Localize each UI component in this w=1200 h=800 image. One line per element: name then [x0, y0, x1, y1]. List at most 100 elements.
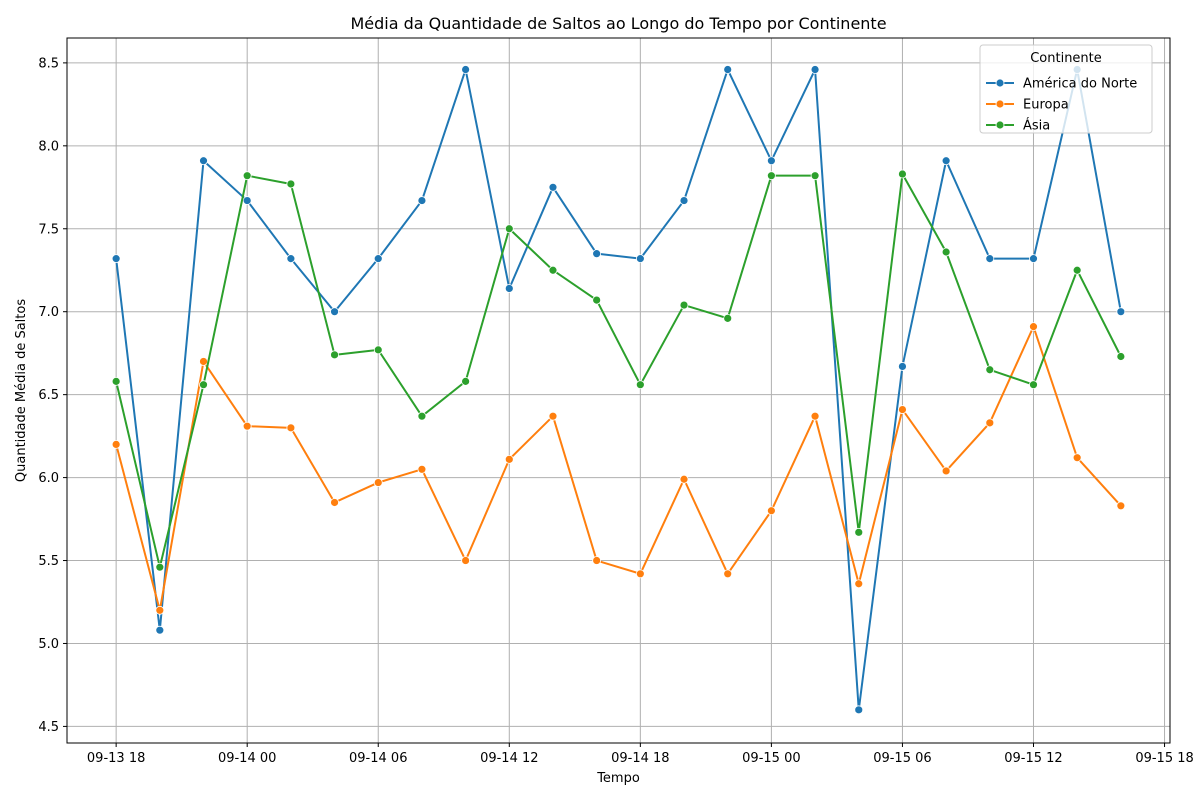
- y-axis-label: Quantidade Média de Saltos: [14, 299, 29, 482]
- data-point: [723, 313, 733, 323]
- data-point: [286, 423, 296, 433]
- data-point: [766, 171, 776, 181]
- data-point: [766, 506, 776, 516]
- x-tick-label: 09-14 12: [480, 751, 538, 766]
- y-tick-label: 5.0: [38, 637, 59, 652]
- x-tick-label: 09-13 18: [87, 751, 145, 766]
- y-tick-label: 7.0: [38, 305, 59, 320]
- legend-marker: [995, 99, 1005, 109]
- data-point: [766, 156, 776, 166]
- x-axis-label: Tempo: [596, 771, 640, 786]
- data-point: [679, 196, 689, 205]
- y-tick-label: 4.5: [38, 720, 59, 735]
- data-point: [810, 411, 820, 421]
- series-layer: [111, 65, 1126, 715]
- series: [111, 169, 1126, 572]
- y-tick-label: 5.5: [38, 554, 59, 569]
- series-line: [115, 325, 1122, 612]
- data-point: [417, 464, 427, 474]
- x-axis: 09-13 18 09-14 00 09-14 06 09-14 12 09-14 18…: [87, 743, 1194, 766]
- data-point: [242, 171, 252, 181]
- data-point: [155, 605, 165, 615]
- data-point: [1116, 307, 1126, 317]
- data-point: [985, 418, 995, 428]
- data-point: [417, 411, 427, 421]
- data-point: [1116, 352, 1126, 361]
- data-point: [155, 625, 165, 635]
- data-point: [111, 440, 121, 449]
- data-point: [854, 579, 864, 589]
- data-point: [461, 65, 471, 74]
- data-point: [286, 179, 296, 189]
- series: [111, 322, 1126, 615]
- series-line: [115, 173, 1122, 569]
- plot-frame: [66, 37, 1171, 744]
- data-point: [504, 224, 514, 234]
- data-point: [1072, 265, 1082, 275]
- y-tick-label: 6.0: [38, 471, 59, 486]
- data-point: [723, 569, 733, 579]
- data-point: [286, 254, 296, 264]
- data-point: [1029, 380, 1038, 390]
- legend-label: América do Norte: [1023, 77, 1137, 92]
- data-point: [242, 421, 252, 431]
- grid: [67, 38, 1170, 743]
- data-point: [854, 527, 864, 537]
- chart-title: Média da Quantidade de Saltos ao Longo d…: [350, 14, 886, 33]
- data-point: [548, 411, 558, 421]
- x-tick-label: 09-14 06: [349, 751, 407, 766]
- data-point: [111, 376, 121, 386]
- data-point: [111, 254, 121, 264]
- data-point: [941, 247, 951, 257]
- data-point: [548, 265, 558, 275]
- y-tick-label: 7.5: [38, 222, 59, 237]
- data-point: [330, 498, 339, 507]
- x-tick-label: 09-14 18: [611, 751, 669, 766]
- data-point: [1072, 453, 1082, 463]
- data-point: [810, 171, 820, 181]
- data-point: [504, 454, 514, 464]
- data-point: [417, 196, 427, 205]
- data-point: [504, 284, 514, 293]
- data-point: [810, 65, 820, 74]
- y-tick-label: 8.0: [38, 139, 59, 154]
- data-point: [679, 300, 689, 310]
- data-point: [723, 65, 733, 74]
- series-line: [115, 68, 1122, 711]
- legend-marker: [995, 120, 1005, 130]
- data-point: [635, 380, 645, 390]
- data-point: [330, 307, 339, 317]
- data-point: [854, 705, 864, 715]
- y-tick-label: 8.5: [38, 56, 59, 71]
- data-point: [155, 562, 165, 572]
- data-point: [548, 182, 558, 192]
- data-point: [1116, 501, 1126, 511]
- data-point: [679, 474, 689, 484]
- data-point: [898, 362, 907, 371]
- data-point: [242, 196, 252, 205]
- data-point: [1029, 322, 1038, 332]
- x-tick-label: 09-15 18: [1135, 751, 1193, 766]
- data-point: [985, 365, 995, 375]
- legend-label: Ásia: [1023, 118, 1050, 134]
- x-tick-label: 09-15 12: [1004, 751, 1062, 766]
- data-point: [373, 254, 383, 264]
- legend-label: Europa: [1023, 98, 1069, 113]
- data-point: [199, 357, 208, 366]
- data-point: [941, 466, 951, 476]
- data-point: [635, 569, 645, 579]
- legend: Continente América do Norte Europa Ásia: [979, 44, 1153, 134]
- data-point: [373, 478, 383, 487]
- data-point: [592, 249, 602, 259]
- x-tick-label: 09-14 00: [218, 751, 276, 766]
- legend-marker: [995, 78, 1005, 88]
- data-point: [1029, 254, 1038, 264]
- data-point: [461, 556, 471, 565]
- data-point: [199, 380, 208, 390]
- series: [111, 65, 1126, 715]
- data-point: [941, 156, 951, 166]
- x-tick-label: 09-15 06: [873, 751, 931, 766]
- data-point: [592, 295, 602, 305]
- legend-title: Continente: [1030, 51, 1102, 66]
